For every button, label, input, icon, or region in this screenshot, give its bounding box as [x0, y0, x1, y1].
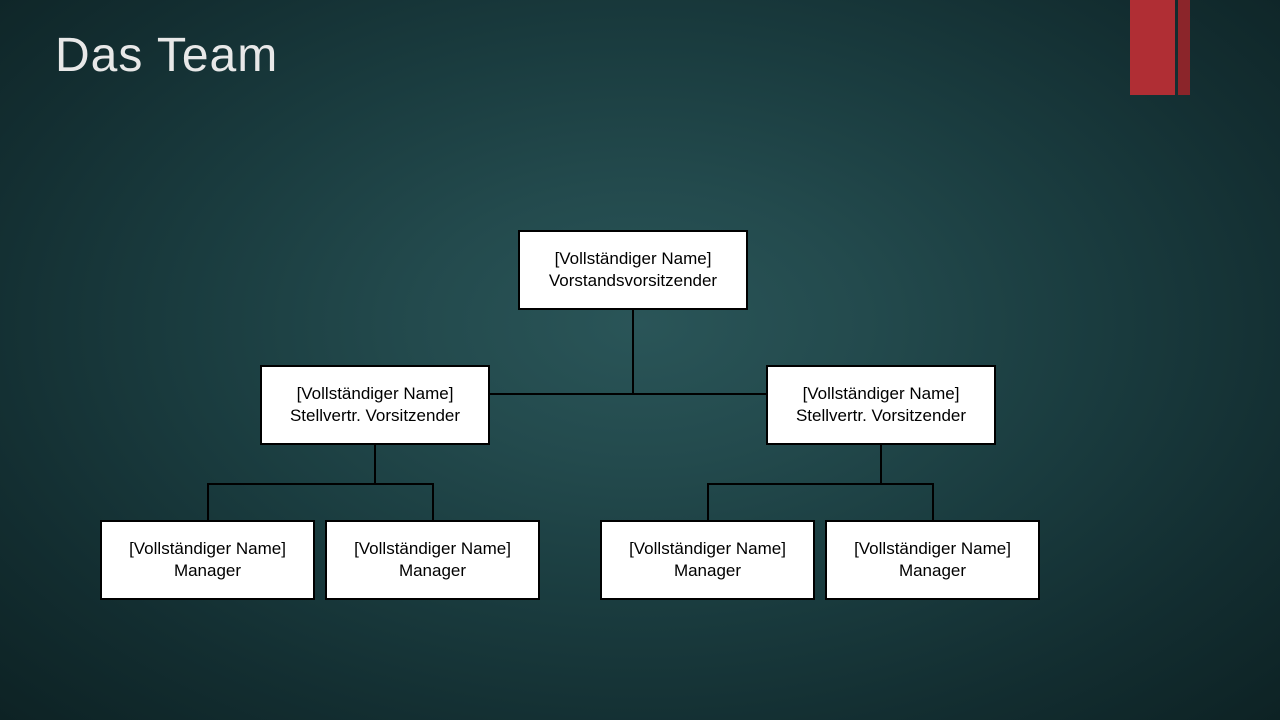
org-connector [432, 483, 434, 521]
org-connector [208, 483, 433, 485]
org-node-role: Manager [674, 560, 741, 582]
org-node-role: Manager [399, 560, 466, 582]
org-node-role: Vorstandsvorsitzender [549, 270, 717, 292]
org-node-name: [Vollständiger Name] [854, 538, 1011, 560]
org-connector [707, 483, 709, 521]
org-node-manager-2: [Vollständiger Name] Manager [325, 520, 540, 600]
org-node-name: [Vollständiger Name] [629, 538, 786, 560]
org-node-name: [Vollständiger Name] [555, 248, 712, 270]
org-node-manager-4: [Vollständiger Name] Manager [825, 520, 1040, 600]
org-node-role: Stellvertr. Vorsitzender [796, 405, 966, 427]
org-node-name: [Vollständiger Name] [129, 538, 286, 560]
org-connector [632, 310, 634, 393]
org-node-name: [Vollständiger Name] [803, 383, 960, 405]
org-node-role: Manager [899, 560, 966, 582]
org-node-ceo: [Vollständiger Name] Vorstandsvorsitzend… [518, 230, 748, 310]
org-node-name: [Vollständiger Name] [297, 383, 454, 405]
org-node-manager-1: [Vollständiger Name] Manager [100, 520, 315, 600]
org-node-manager-3: [Vollständiger Name] Manager [600, 520, 815, 600]
org-connector [880, 445, 882, 483]
org-connector [374, 445, 376, 483]
org-connector [708, 483, 933, 485]
org-node-role: Manager [174, 560, 241, 582]
org-connector [932, 483, 934, 521]
org-node-name: [Vollständiger Name] [354, 538, 511, 560]
org-node-vp-left: [Vollständiger Name] Stellvertr. Vorsitz… [260, 365, 490, 445]
org-connector [490, 393, 766, 395]
org-connector [207, 483, 209, 521]
org-chart: [Vollständiger Name] Vorstandsvorsitzend… [0, 0, 1280, 720]
org-node-role: Stellvertr. Vorsitzender [290, 405, 460, 427]
org-node-vp-right: [Vollständiger Name] Stellvertr. Vorsitz… [766, 365, 996, 445]
